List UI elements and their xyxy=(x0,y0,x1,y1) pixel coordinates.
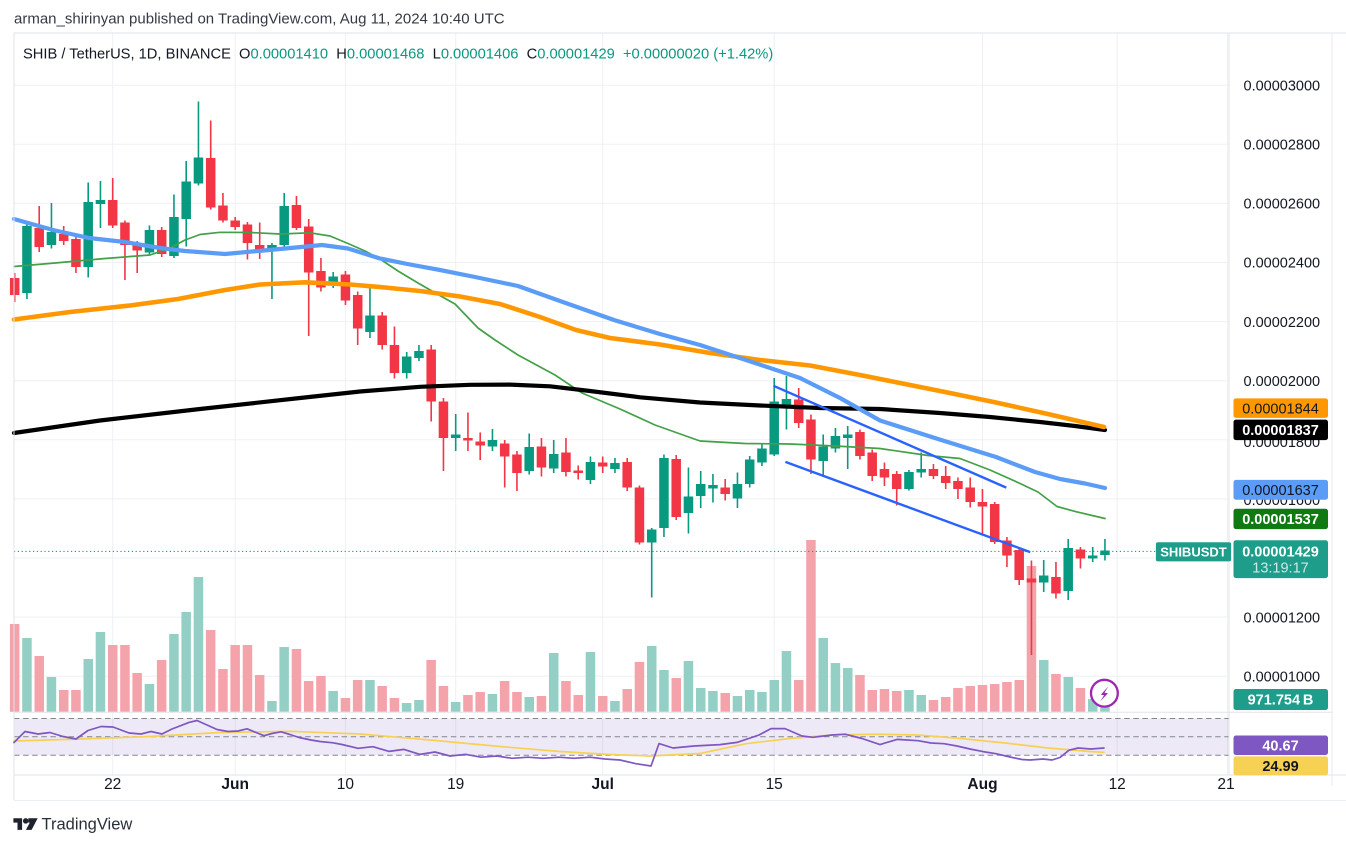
svg-text:971.754 B: 971.754 B xyxy=(1248,693,1314,709)
svg-text:0.00001537: 0.00001537 xyxy=(1242,512,1319,528)
svg-text:19: 19 xyxy=(447,776,464,793)
svg-text:0.00001200: 0.00001200 xyxy=(1244,610,1321,626)
svg-text:24.99: 24.99 xyxy=(1262,759,1298,775)
svg-text:SHIBUSDT: SHIBUSDT xyxy=(1160,545,1227,560)
svg-text:Aug: Aug xyxy=(967,776,997,793)
svg-text:22: 22 xyxy=(104,776,121,793)
svg-text:SHIB / TetherUS, 1D, BINANCE: SHIB / TetherUS, 1D, BINANCE O0.00001410… xyxy=(23,47,773,63)
svg-text:15: 15 xyxy=(766,776,783,793)
svg-text:0.00001844: 0.00001844 xyxy=(1242,401,1319,417)
svg-text:13:19:17: 13:19:17 xyxy=(1252,561,1308,577)
svg-text:0.00001637: 0.00001637 xyxy=(1242,483,1319,499)
svg-text:arman_shirinyan published on T: arman_shirinyan published on TradingView… xyxy=(14,11,505,28)
svg-text:0.00002800: 0.00002800 xyxy=(1244,138,1321,154)
svg-text:0.00001000: 0.00001000 xyxy=(1244,669,1321,685)
svg-text:TradingView: TradingView xyxy=(42,816,133,834)
svg-text:21: 21 xyxy=(1217,776,1234,793)
svg-text:0.00002200: 0.00002200 xyxy=(1244,315,1321,331)
svg-text:0.00002000: 0.00002000 xyxy=(1244,374,1321,390)
svg-text:0.00003000: 0.00003000 xyxy=(1244,78,1321,94)
svg-text:40.67: 40.67 xyxy=(1262,738,1298,754)
svg-text:Jul: Jul xyxy=(591,776,613,793)
svg-text:0.00001837: 0.00001837 xyxy=(1242,423,1319,439)
svg-text:0.00001429: 0.00001429 xyxy=(1242,544,1319,560)
svg-text:0.00002400: 0.00002400 xyxy=(1244,256,1321,272)
svg-text:Jun: Jun xyxy=(221,776,249,793)
svg-text:12: 12 xyxy=(1109,776,1126,793)
svg-text:0.00002600: 0.00002600 xyxy=(1244,197,1321,213)
svg-text:10: 10 xyxy=(337,776,355,793)
